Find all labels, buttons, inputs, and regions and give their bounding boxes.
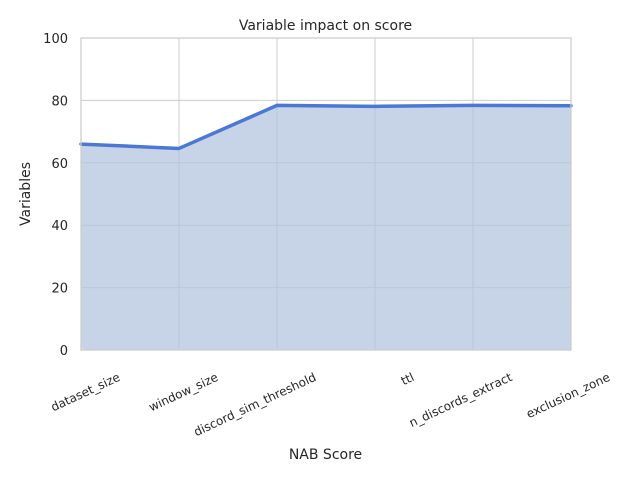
x-tick-label: dataset_size <box>49 370 123 414</box>
x-axis-label: NAB Score <box>289 447 362 463</box>
line-layer <box>79 103 573 151</box>
x-tick-label: n_discords_extract <box>407 370 515 430</box>
y-tick-label: 80 <box>51 94 68 109</box>
series-line <box>79 103 573 151</box>
area-layer <box>81 105 571 350</box>
y-tick-labels: 0 20 40 60 80 100 <box>43 32 68 359</box>
x-tick-label: ttl <box>399 370 416 388</box>
x-tick-label: exclusion_zone <box>524 370 612 421</box>
x-tick-labels: dataset_size window_sizediscord_sim_thres… <box>49 370 613 439</box>
plot-frame <box>80 37 572 351</box>
chart-title: Variable impact on score <box>239 18 412 34</box>
y-tick-label: 60 <box>51 157 68 172</box>
y-tick-label: 40 <box>51 219 68 234</box>
y-tick-label: 0 <box>60 344 68 359</box>
y-tick-label: 100 <box>43 32 68 47</box>
y-tick-label: 20 <box>51 282 68 297</box>
y-axis-label: Variables <box>18 162 34 226</box>
series-area <box>81 105 571 350</box>
x-tick-label: window_size <box>147 370 221 414</box>
